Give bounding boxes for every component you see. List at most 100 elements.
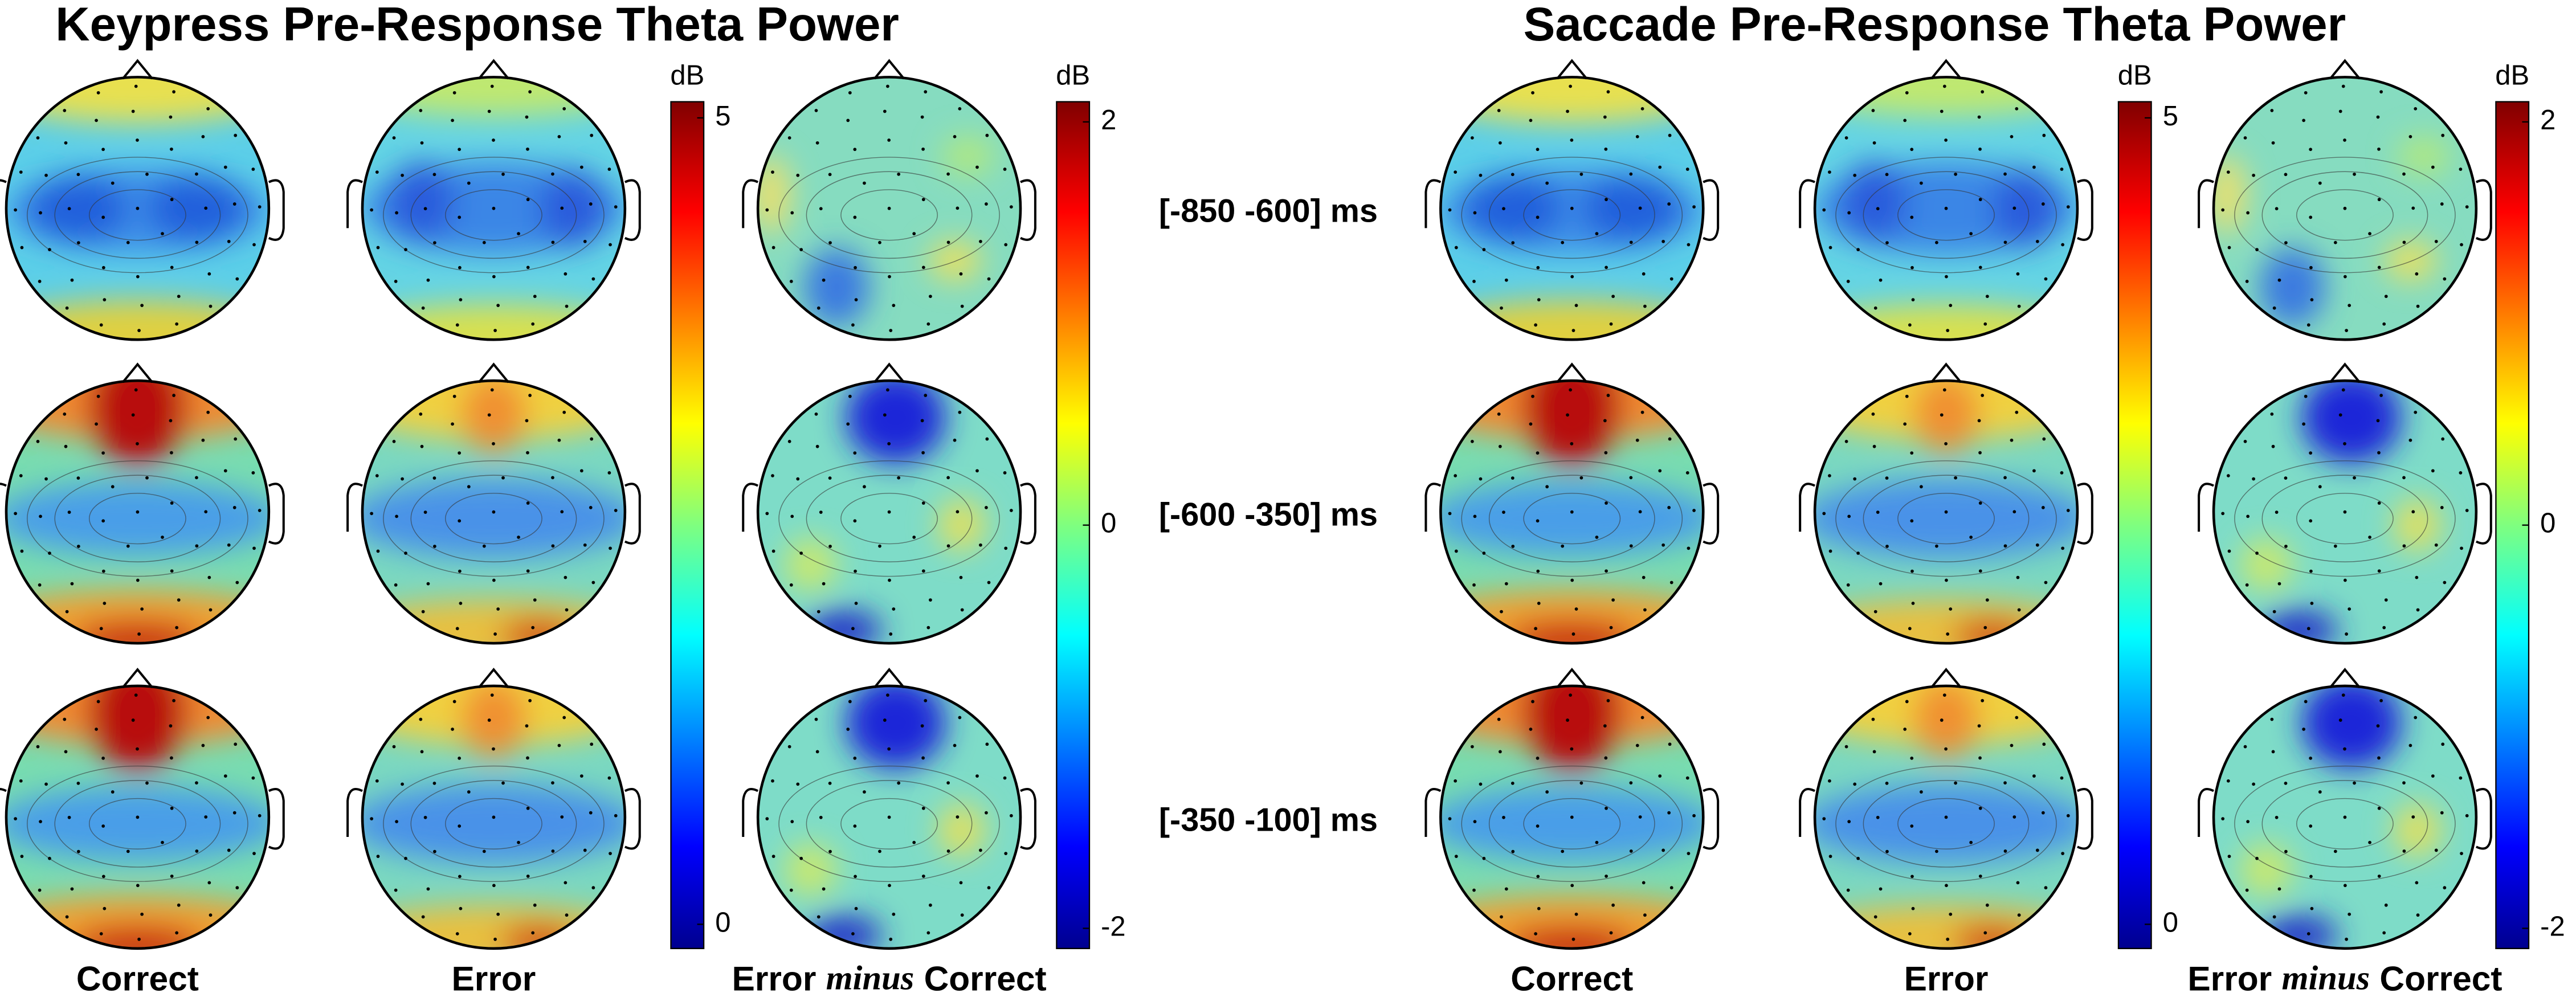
electrode <box>614 509 618 512</box>
blob <box>928 241 981 281</box>
contour <box>54 171 221 259</box>
electrode <box>887 138 891 142</box>
head-outline <box>756 379 1022 645</box>
electrode <box>1629 544 1633 548</box>
electrode <box>2416 608 2420 612</box>
electrode <box>771 474 774 477</box>
electrode <box>493 329 497 332</box>
electrode <box>1569 388 1573 392</box>
electrode <box>493 937 497 941</box>
contour <box>1488 780 1655 868</box>
electrode <box>1003 776 1007 780</box>
electrode <box>2015 716 2019 720</box>
electrode <box>1828 474 1831 477</box>
electrode <box>1604 451 1608 455</box>
electrode <box>2376 724 2380 728</box>
electrode <box>796 782 800 786</box>
electrode <box>560 510 564 514</box>
electrode <box>234 437 238 441</box>
electrode <box>2277 278 2281 282</box>
electrode <box>526 501 530 505</box>
electrode <box>1981 394 1985 397</box>
blobs <box>6 685 269 949</box>
electrode <box>2377 147 2381 151</box>
electrode <box>2060 167 2064 171</box>
column-label: Correct <box>1511 959 1633 998</box>
electrode <box>1844 439 1848 443</box>
electrode <box>207 575 211 579</box>
electrode <box>2243 136 2247 140</box>
electrode <box>145 781 149 785</box>
electrode <box>526 569 530 573</box>
electrode <box>2275 207 2279 211</box>
electrode <box>1606 90 1610 94</box>
blobs <box>1440 685 1704 949</box>
electrode <box>2035 848 2039 852</box>
electrode <box>487 413 491 417</box>
electrode <box>44 477 48 481</box>
blob <box>460 685 527 758</box>
electrode <box>589 811 593 815</box>
electrode <box>1940 718 1944 722</box>
electrode <box>96 394 100 398</box>
electrode <box>1856 856 1860 860</box>
electrode <box>2333 849 2337 853</box>
electrode <box>912 232 916 236</box>
electrode <box>487 718 491 722</box>
electrode <box>2003 781 2007 785</box>
electrode <box>70 887 74 891</box>
electrode <box>526 756 529 760</box>
electrode <box>63 109 67 112</box>
head-outline <box>1439 684 1705 950</box>
electrode <box>2284 173 2288 177</box>
electrode <box>959 272 963 276</box>
electrode <box>170 451 173 455</box>
blob <box>389 162 455 242</box>
electrode <box>1879 582 1883 586</box>
electrode <box>2408 743 2412 747</box>
electrode <box>2441 437 2445 441</box>
electrode <box>1985 295 1989 299</box>
electrode <box>103 298 107 302</box>
electrode <box>517 232 520 236</box>
electrode <box>501 781 505 785</box>
electrode <box>979 239 982 243</box>
electrode <box>1969 232 1973 236</box>
electrode <box>421 915 425 919</box>
electrode <box>1603 115 1607 119</box>
electrode <box>2384 903 2388 907</box>
electrode <box>921 265 925 269</box>
ear <box>1424 483 1442 532</box>
electrode <box>1472 888 1476 892</box>
electrode <box>560 815 564 819</box>
nose <box>873 59 905 80</box>
electrode <box>38 280 42 283</box>
electrode <box>2465 814 2469 818</box>
electrode <box>169 115 173 119</box>
electrode <box>2275 815 2279 819</box>
electrode <box>1969 536 1973 539</box>
electrode <box>432 173 436 177</box>
electrode <box>863 181 866 185</box>
topomap <box>2198 59 2492 341</box>
electrode <box>814 412 818 416</box>
row-label: [-850 -600] ms <box>1159 193 1378 230</box>
column-label: Error minus Correct <box>732 959 1047 998</box>
contour <box>2234 157 2456 273</box>
contour <box>1461 765 1683 882</box>
electrode <box>1978 451 1982 455</box>
electrode <box>1692 205 1696 209</box>
electrode <box>1846 280 1850 283</box>
electrode <box>1629 781 1633 785</box>
colorbar <box>670 101 705 949</box>
electrode <box>2376 419 2380 423</box>
nose <box>477 362 509 383</box>
ear <box>1799 788 1815 837</box>
electrode <box>953 743 957 747</box>
electrode <box>1853 477 1857 481</box>
electrode <box>487 109 491 113</box>
column-label-part: Error <box>732 959 817 998</box>
electrode <box>1685 471 1689 475</box>
ear <box>624 179 641 241</box>
electrode <box>2221 817 2225 820</box>
